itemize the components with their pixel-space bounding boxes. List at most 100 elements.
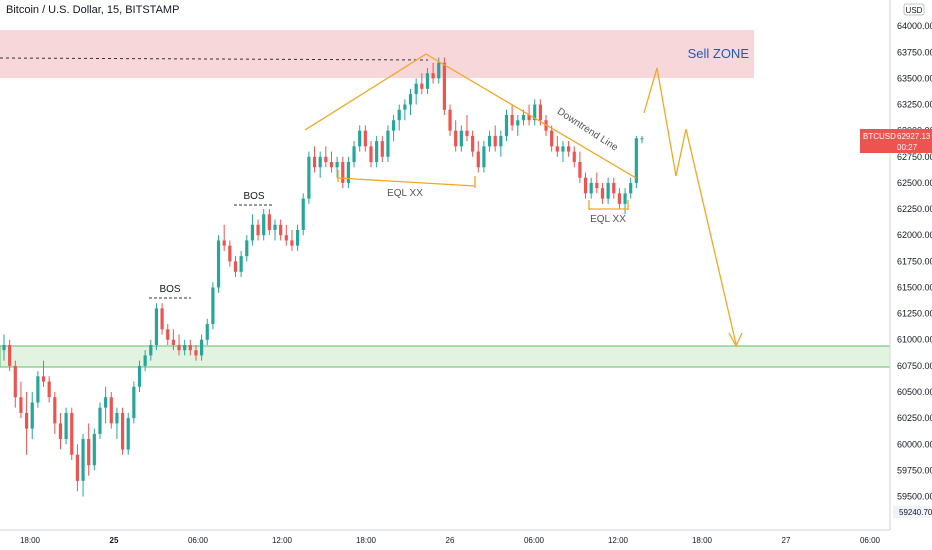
candle-body (640, 138, 644, 140)
price-tick-label: 61500.00 (897, 282, 932, 292)
candle-body (471, 135, 475, 152)
candle-body (538, 104, 542, 121)
candle-body (369, 146, 373, 163)
candle-body (41, 376, 46, 382)
low-price-tag (893, 506, 930, 518)
time-tick-label: 26 (446, 536, 455, 545)
candle-body (233, 261, 238, 272)
candle-body (493, 135, 497, 147)
candle-body (70, 412, 74, 455)
time-axis[interactable]: 18:00 25 06:00 12:00 18:00 26 06:00 12:00 18:00 2… (0, 529, 890, 545)
price-tick-label: 60000.00 (897, 439, 932, 449)
candle-body (600, 188, 605, 199)
price-axis[interactable]: 64000.0063750.0063500.0063250.0063000.00… (860, 0, 932, 530)
price-tick-label: 61000.00 (897, 335, 932, 345)
current-symbol: BTCUSD (863, 132, 896, 141)
candle-body (64, 412, 68, 440)
downtrend-line (425, 53, 637, 179)
candle-body (606, 182, 610, 199)
candle-body (290, 240, 294, 246)
candle-body (358, 130, 362, 147)
candle-body (318, 156, 322, 168)
current-price-tag (860, 129, 932, 153)
candle-body (612, 182, 616, 194)
candle-body (420, 83, 424, 89)
buy-zone-rect[interactable] (0, 345, 891, 368)
candle-body (267, 214, 271, 230)
candle-body (120, 412, 125, 450)
candle-body (521, 114, 526, 121)
candle-body (279, 224, 283, 236)
candle-body (75, 454, 79, 481)
candle-body (211, 287, 215, 325)
candle-body (13, 365, 17, 398)
sell-zone-rect[interactable] (0, 30, 754, 78)
candle-body (47, 381, 51, 398)
pattern-lines (304, 53, 743, 348)
candle-body (567, 146, 571, 152)
usd-badge (903, 3, 925, 16)
candle-body (617, 193, 622, 204)
candle-body (149, 344, 153, 356)
candle-body (200, 339, 204, 356)
candle-body (341, 162, 345, 183)
candle-body (53, 397, 57, 424)
candle-body (363, 130, 367, 147)
candle-body (92, 433, 96, 466)
price-tick-label: 62250.00 (897, 204, 932, 214)
candle-body (482, 146, 486, 168)
candle-body (239, 256, 243, 272)
candle-body (307, 156, 311, 199)
candle-body (245, 240, 249, 257)
candle-body (19, 397, 23, 413)
candle-body (87, 439, 91, 466)
candle-body (465, 130, 469, 136)
candle-body (194, 350, 198, 356)
time-tick-label: 27 (782, 536, 791, 545)
candle-body (250, 224, 255, 241)
candle-body (24, 412, 29, 429)
candle-body (335, 162, 339, 168)
downtrend-label: Downtrend Line (555, 106, 620, 154)
candle-body (499, 135, 503, 147)
time-tick-label: 12:00 (272, 536, 293, 545)
low-price-label: 59240.70 (899, 508, 932, 517)
price-tick-label: 61250.00 (897, 309, 932, 319)
candle-body (160, 308, 164, 330)
candle-body (459, 130, 463, 147)
candle-body (216, 240, 221, 288)
candle-body (104, 397, 108, 408)
candle-body (533, 104, 537, 121)
candle-body (375, 141, 379, 163)
candle-body (58, 423, 63, 440)
price-tick-label: 60500.00 (897, 387, 932, 397)
time-tick-label: 06:00 (188, 536, 209, 545)
candle-body (555, 146, 559, 152)
chart-title: Bitcoin / U.S. Dollar, 15, BITSTAMP (6, 4, 180, 16)
candle-body (595, 182, 599, 189)
candle-body (431, 73, 435, 79)
candles-group (2, 57, 644, 497)
candle-body (256, 224, 260, 236)
candle-body (81, 439, 85, 481)
candle-body (273, 224, 277, 230)
candle-body (380, 141, 384, 157)
candle-body (527, 114, 531, 121)
candle-body (177, 344, 181, 351)
price-tick-label: 61750.00 (897, 256, 932, 266)
price-tick-label: 63250.00 (897, 100, 932, 110)
candle-body (205, 324, 209, 340)
time-tick-label: 06:00 (524, 536, 545, 545)
candle-body (166, 329, 170, 340)
candle-body (572, 151, 576, 163)
candle-body (516, 120, 520, 126)
candle-body (228, 245, 232, 262)
candle-body (109, 397, 113, 424)
usd-label: USD (906, 6, 923, 15)
candle-body (143, 355, 147, 366)
candle-body (2, 344, 6, 351)
price-tick-label: 62000.00 (897, 230, 932, 240)
price-tick-label: 59750.00 (897, 465, 932, 475)
projection-arrowhead (728, 332, 743, 348)
